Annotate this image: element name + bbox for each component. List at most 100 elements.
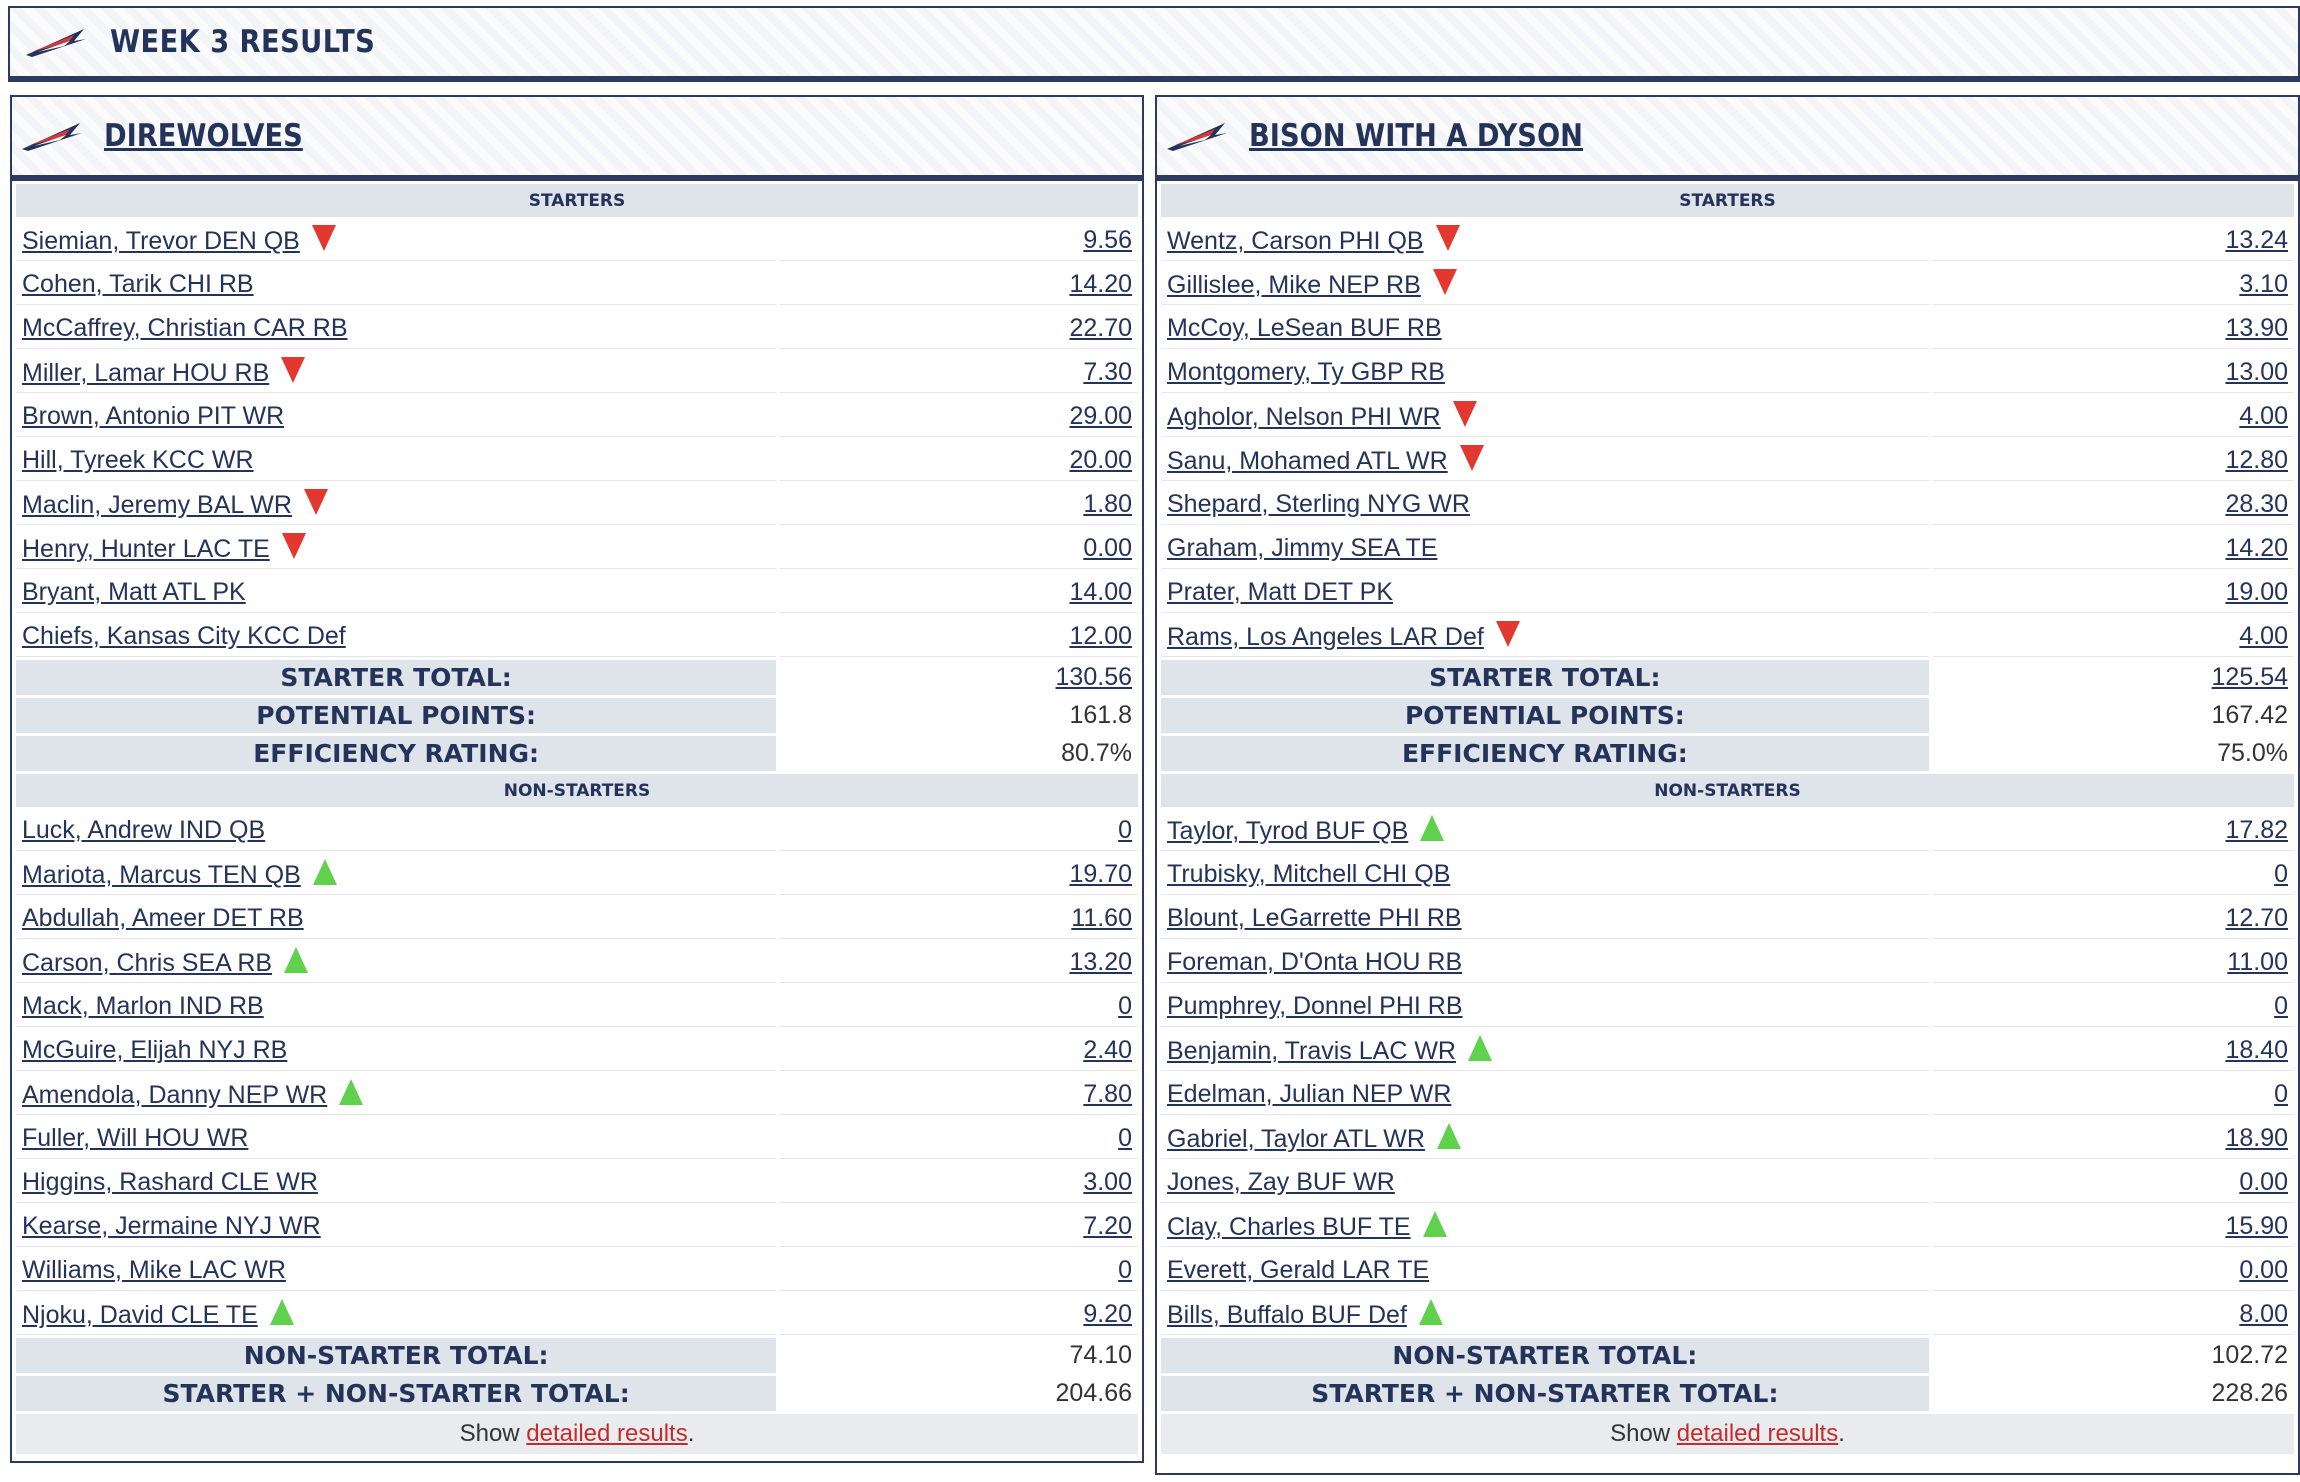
player-link[interactable]: McCoy, LeSean BUF RB xyxy=(1167,313,1442,342)
player-points-link[interactable]: 18.90 xyxy=(2225,1123,2288,1152)
starter-total-link[interactable]: 125.54 xyxy=(2211,663,2288,691)
player-points-link[interactable]: 14.00 xyxy=(1069,577,1132,606)
player-points-link[interactable]: 0.00 xyxy=(2239,1167,2288,1196)
player-points-link[interactable]: 9.20 xyxy=(1083,1299,1132,1328)
player-link[interactable]: Prater, Matt DET PK xyxy=(1167,577,1394,606)
player-link[interactable]: Williams, Mike LAC WR xyxy=(22,1255,286,1284)
player-link[interactable]: Benjamin, Travis LAC WR xyxy=(1167,1036,1456,1065)
player-points-link[interactable]: 13.20 xyxy=(1069,947,1132,976)
player-points-link[interactable]: 15.90 xyxy=(2225,1211,2288,1240)
player-link[interactable]: Agholor, Nelson PHI WR xyxy=(1167,402,1441,431)
player-points-link[interactable]: 11.00 xyxy=(2227,947,2288,976)
player-link[interactable]: Rams, Los Angeles LAR Def xyxy=(1167,622,1484,651)
player-link[interactable]: Luck, Andrew IND QB xyxy=(22,815,266,844)
player-link[interactable]: Abdullah, Ameer DET RB xyxy=(22,903,304,932)
player-link[interactable]: Cohen, Tarik CHI RB xyxy=(22,269,254,298)
player-link[interactable]: Henry, Hunter LAC TE xyxy=(22,534,270,563)
player-points-link[interactable]: 19.70 xyxy=(1069,859,1132,888)
player-points-link[interactable]: 8.00 xyxy=(2239,1299,2288,1328)
player-points-link[interactable]: 4.00 xyxy=(2239,621,2288,650)
player-points-link[interactable]: 28.30 xyxy=(2225,489,2288,518)
arrow-up-icon xyxy=(1422,1210,1447,1237)
player-points-link[interactable]: 12.70 xyxy=(2225,903,2288,932)
player-link[interactable]: Gillislee, Mike NEP RB xyxy=(1167,270,1421,299)
player-row: Sanu, Mohamed ATL WR 12.80 xyxy=(1161,440,2294,481)
player-link[interactable]: Miller, Lamar HOU RB xyxy=(22,358,270,387)
player-link[interactable]: Montgomery, Ty GBP RB xyxy=(1167,357,1445,386)
player-link[interactable]: Clay, Charles BUF TE xyxy=(1167,1212,1411,1241)
player-points-link[interactable]: 20.00 xyxy=(1069,445,1132,474)
player-link[interactable]: Taylor, Tyrod BUF QB xyxy=(1167,816,1409,845)
player-link[interactable]: Carson, Chris SEA RB xyxy=(22,948,273,977)
player-link[interactable]: Mack, Marlon IND RB xyxy=(22,991,264,1020)
player-points-link[interactable]: 0 xyxy=(2274,859,2288,888)
player-points-link[interactable]: 9.56 xyxy=(1083,225,1132,254)
player-points-link[interactable]: 0 xyxy=(1118,1255,1132,1284)
player-link[interactable]: Shepard, Sterling NYG WR xyxy=(1167,489,1470,518)
player-points-link[interactable]: 13.24 xyxy=(2225,225,2288,254)
player-points-link[interactable]: 0 xyxy=(1118,1123,1132,1152)
player-points-link[interactable]: 19.00 xyxy=(2225,577,2288,606)
player-link[interactable]: Hill, Tyreek KCC WR xyxy=(22,445,254,474)
player-link[interactable]: McCaffrey, Christian CAR RB xyxy=(22,313,348,342)
player-points-link[interactable]: 22.70 xyxy=(1069,313,1132,342)
player-link[interactable]: McGuire, Elijah NYJ RB xyxy=(22,1035,288,1064)
non-starters-header: NON-STARTERS xyxy=(1161,774,2294,807)
player-points-link[interactable]: 17.82 xyxy=(2225,815,2288,844)
player-link[interactable]: Edelman, Julian NEP WR xyxy=(1167,1079,1452,1108)
detailed-results-link[interactable]: detailed results xyxy=(1676,1420,1839,1447)
team-name-link-bison-with-a-dyson[interactable]: BISON WITH A DYSON xyxy=(1249,118,1583,154)
player-points-link[interactable]: 2.40 xyxy=(1083,1035,1132,1064)
player-link[interactable]: Blount, LeGarrette PHI RB xyxy=(1167,903,1462,932)
player-points-link[interactable]: 0.00 xyxy=(2239,1255,2288,1284)
player-points-link[interactable]: 0 xyxy=(1118,991,1132,1020)
player-link[interactable]: Chiefs, Kansas City KCC Def xyxy=(22,621,346,650)
player-points-link[interactable]: 3.00 xyxy=(1083,1167,1132,1196)
player-link[interactable]: Graham, Jimmy SEA TE xyxy=(1167,533,1438,562)
detailed-results-link[interactable]: detailed results xyxy=(526,1420,688,1447)
player-points-link[interactable]: 13.00 xyxy=(2225,357,2288,386)
player-link[interactable]: Bryant, Matt ATL PK xyxy=(22,577,246,606)
player-points-link[interactable]: 11.60 xyxy=(1071,903,1132,932)
player-points-link[interactable]: 14.20 xyxy=(2225,533,2288,562)
player-points-link[interactable]: 1.80 xyxy=(1083,489,1132,518)
starters-header: STARTERS xyxy=(16,184,1138,217)
player-link[interactable]: Brown, Antonio PIT WR xyxy=(22,401,285,430)
player-link[interactable]: Foreman, D'Onta HOU RB xyxy=(1167,947,1463,976)
player-link[interactable]: Siemian, Trevor DEN QB xyxy=(22,226,300,255)
player-points-link[interactable]: 12.80 xyxy=(2225,445,2288,474)
player-points-link[interactable]: 7.80 xyxy=(1083,1079,1132,1108)
player-link[interactable]: Bills, Buffalo BUF Def xyxy=(1167,1300,1407,1329)
player-link[interactable]: Wentz, Carson PHI QB xyxy=(1167,226,1424,255)
combined-total-value: 228.26 xyxy=(2211,1379,2288,1407)
starter-total-link[interactable]: 130.56 xyxy=(1055,663,1132,691)
player-link[interactable]: Jones, Zay BUF WR xyxy=(1167,1167,1395,1196)
player-points-link[interactable]: 13.90 xyxy=(2225,313,2288,342)
player-points-link[interactable]: 7.30 xyxy=(1083,357,1132,386)
player-points-link[interactable]: 7.20 xyxy=(1083,1211,1132,1240)
player-link[interactable]: Trubisky, Mitchell CHI QB xyxy=(1167,859,1451,888)
player-link[interactable]: Kearse, Jermaine NYJ WR xyxy=(22,1211,321,1240)
player-points-link[interactable]: 18.40 xyxy=(2225,1035,2288,1064)
player-link[interactable]: Sanu, Mohamed ATL WR xyxy=(1167,446,1448,475)
player-link[interactable]: Everett, Gerald LAR TE xyxy=(1167,1255,1430,1284)
player-points-link[interactable]: 0 xyxy=(2274,991,2288,1020)
player-points-link[interactable]: 0 xyxy=(1118,815,1132,844)
team-name-link-direwolves[interactable]: DIREWOLVES xyxy=(104,118,303,154)
player-points-link[interactable]: 0.00 xyxy=(1083,533,1132,562)
player-points-link[interactable]: 3.10 xyxy=(2239,269,2288,298)
player-link[interactable]: Fuller, Will HOU WR xyxy=(22,1123,249,1152)
player-link[interactable]: Higgins, Rashard CLE WR xyxy=(22,1167,318,1196)
player-link[interactable]: Njoku, David CLE TE xyxy=(22,1300,258,1329)
player-points-link[interactable]: 4.00 xyxy=(2239,401,2288,430)
combined-total-label: STARTER + NON-STARTER TOTAL: xyxy=(16,1376,777,1411)
player-link[interactable]: Mariota, Marcus TEN QB xyxy=(22,860,301,889)
player-link[interactable]: Pumphrey, Donnel PHI RB xyxy=(1167,991,1463,1020)
player-points-link[interactable]: 29.00 xyxy=(1069,401,1132,430)
player-link[interactable]: Maclin, Jeremy BAL WR xyxy=(22,490,292,519)
player-points-link[interactable]: 0 xyxy=(2274,1079,2288,1108)
player-points-link[interactable]: 14.20 xyxy=(1069,269,1132,298)
player-link[interactable]: Amendola, Danny NEP WR xyxy=(22,1080,328,1109)
player-link[interactable]: Gabriel, Taylor ATL WR xyxy=(1167,1124,1425,1153)
player-points-link[interactable]: 12.00 xyxy=(1069,621,1132,650)
